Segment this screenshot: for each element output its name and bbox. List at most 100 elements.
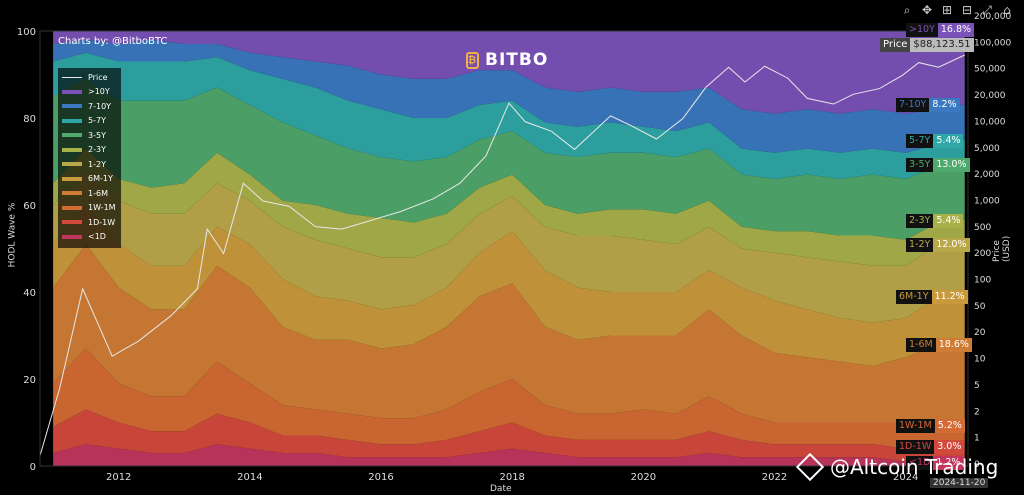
- legend-swatch: [62, 205, 82, 210]
- area-band-6M-1Y: [53, 205, 965, 366]
- legend-label: <1D: [88, 232, 106, 242]
- legend-item[interactable]: 6M-1Y: [62, 172, 117, 187]
- right-value-label: 2-3Y 5.4%: [906, 214, 964, 228]
- right-value-label: 6M-1Y 11.2%: [896, 290, 968, 304]
- y-right-tick-label: 100,000: [974, 38, 1011, 48]
- right-value-label: 7-10Y 8.2%: [896, 98, 960, 112]
- x-tick-label: 2020: [631, 472, 656, 483]
- right-value-label: 1D-1W 3.0%: [896, 440, 965, 454]
- legend-item[interactable]: 2-3Y: [62, 143, 117, 158]
- right-value-label: 1W-1M 5.2%: [896, 419, 965, 433]
- watermark-text: @Altcoin Trading: [830, 455, 999, 479]
- y-right-tick-label: 5: [974, 381, 980, 391]
- right-value-label-value: 5.4%: [933, 134, 964, 148]
- zoom-icon[interactable]: ⌕: [903, 3, 911, 17]
- area-band-3-5Y: [53, 78, 965, 240]
- right-value-label-value: 5.2%: [934, 419, 965, 433]
- price-hover-label: Price $88,123.51: [880, 38, 974, 52]
- area-band-2-3Y: [53, 148, 965, 266]
- legend-item[interactable]: <1D: [62, 230, 117, 245]
- legend-label: 2-3Y: [88, 145, 106, 155]
- chart-toolbar: ⌕ ✥ ⊞ ⊟ ⤢ ⌂: [900, 3, 1014, 17]
- right-value-label: 5-7Y 5.4%: [906, 134, 964, 148]
- y-right-tick-label: 20: [974, 328, 986, 338]
- legend-item[interactable]: 1-6M: [62, 186, 117, 201]
- y-right-tick-label: 1,000: [974, 196, 1000, 206]
- reset-icon[interactable]: ⌂: [1003, 3, 1011, 17]
- pan-icon[interactable]: ✥: [921, 3, 933, 17]
- right-value-label-name: 5-7Y: [906, 134, 934, 148]
- right-value-label-value: 8.2%: [929, 98, 960, 112]
- area-band-5-7Y: [53, 52, 965, 179]
- watermark: @Altcoin Trading: [795, 452, 999, 482]
- y-tick-label: 20: [23, 375, 36, 386]
- x-tick-label: 2012: [106, 472, 131, 483]
- y-right-tick-label: 1: [974, 434, 980, 444]
- right-value-label-name: >10Y: [906, 23, 938, 37]
- y-tick-label: 0: [30, 462, 36, 473]
- legend-item[interactable]: 3-5Y: [62, 128, 117, 143]
- legend-label: 1D-1W: [88, 217, 116, 227]
- zoom-in-icon[interactable]: ⊞: [941, 3, 953, 17]
- legend-label: 6M-1Y: [88, 174, 113, 184]
- x-tick-label: 2022: [762, 472, 787, 483]
- right-value-label-name: 1-6M: [906, 338, 936, 352]
- legend-label: Price: [88, 72, 108, 82]
- y-right-tick-label: 10: [974, 355, 986, 365]
- legend-item[interactable]: 1D-1W: [62, 215, 117, 230]
- x-tick-label: 2016: [368, 472, 393, 483]
- price-line: [39, 54, 965, 456]
- right-value-label: 1-6M 18.6%: [906, 338, 972, 352]
- legend-item[interactable]: 1-2Y: [62, 157, 117, 172]
- legend-swatch: [62, 147, 82, 152]
- diamond-logo-icon: [795, 452, 825, 482]
- right-value-label-value: 1.2%: [933, 456, 964, 470]
- legend-item[interactable]: >10Y: [62, 85, 117, 100]
- legend-label: 1-6M: [88, 188, 108, 198]
- legend-item[interactable]: 1W-1M: [62, 201, 117, 216]
- y-right-tick-label: 50,000: [974, 65, 1006, 75]
- y-right-tick-label: 0: [974, 460, 980, 470]
- area-band-7-10Y: [53, 39, 965, 153]
- autoscale-icon[interactable]: ⤢: [982, 3, 992, 17]
- right-value-label: 1-2Y 12.0%: [906, 238, 970, 252]
- x-tick-label: 2024: [893, 472, 918, 483]
- legend-item[interactable]: Price: [62, 70, 117, 85]
- right-value-label: >10Y 16.8%: [906, 23, 975, 37]
- right-value-label-name: 1-2Y: [906, 238, 934, 252]
- y-axis-title: HODL Wave %: [7, 202, 18, 268]
- right-value-label-value: 18.6%: [935, 338, 972, 352]
- right-value-label-value: 16.8%: [937, 23, 975, 37]
- area-band-1-6M: [53, 244, 965, 426]
- y-tick-label: 40: [23, 288, 36, 299]
- legend-label: 7-10Y: [88, 101, 112, 111]
- y-right-tick-label: 20,000: [974, 91, 1006, 101]
- x-tick-label: 2014: [237, 472, 262, 483]
- price-hover-value: $88,123.51: [910, 38, 974, 52]
- legend-label: 1-2Y: [88, 159, 106, 169]
- zoom-out-icon[interactable]: ⊟: [961, 3, 973, 17]
- area-band->10Y: [53, 31, 965, 114]
- legend-swatch: [62, 220, 82, 225]
- right-value-label-name: 3-5Y: [906, 158, 934, 172]
- right-value-label-value: 12.0%: [933, 238, 970, 252]
- area-band-<1D: [53, 444, 965, 466]
- legend-item[interactable]: 5-7Y: [62, 114, 117, 129]
- cursor-date-label: 2024-11-20: [930, 478, 989, 488]
- y-right-tick-label: 10,000: [974, 117, 1006, 127]
- y-right-tick-label: 5,000: [974, 144, 1000, 154]
- legend-label: >10Y: [88, 87, 110, 97]
- y-right-tick-label: 100: [974, 276, 991, 286]
- bitbo-logo: ₿ BITBO: [466, 50, 548, 70]
- y-right-tick-label: 500: [974, 223, 991, 233]
- area-band-1D-1W: [53, 409, 965, 462]
- y-right-tick-label: 2: [974, 407, 980, 417]
- right-value-label-value: 3.0%: [934, 440, 965, 454]
- right-value-label-value: 11.2%: [931, 290, 968, 304]
- right-value-label-name: <1D: [906, 456, 934, 470]
- area-band-1W-1M: [53, 348, 965, 449]
- y-tick-label: 100: [17, 27, 36, 38]
- legend-item[interactable]: 7-10Y: [62, 99, 117, 114]
- chart-credit: Charts by: @BitboBTC: [58, 36, 168, 47]
